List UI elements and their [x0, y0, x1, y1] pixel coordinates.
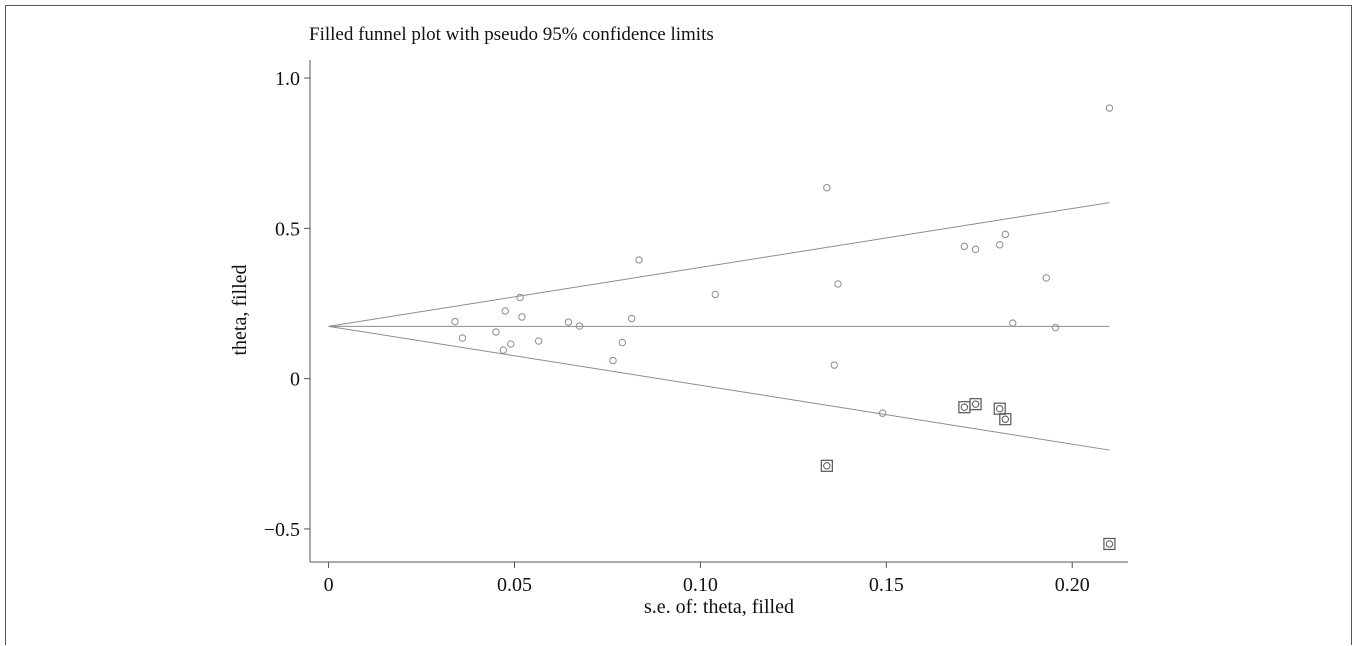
- study-point: [492, 328, 500, 336]
- y-tick-label: 0: [290, 369, 300, 391]
- study-point: [507, 340, 515, 348]
- chart-title: Filled funnel plot with pseudo 95% confi…: [309, 24, 714, 45]
- filled-study-point: [969, 398, 982, 411]
- study-point: [518, 313, 526, 321]
- y-axis-label: theta, filled: [229, 264, 251, 355]
- y-tick-label: −0.5: [264, 519, 300, 541]
- study-point: [1105, 104, 1114, 112]
- study-point: [627, 314, 636, 323]
- study-point: [830, 361, 838, 369]
- x-tick-label: 0.10: [683, 574, 718, 596]
- filled-study-box: [1103, 537, 1116, 551]
- x-axis-label: s.e. of: theta, filled: [644, 596, 794, 618]
- study-point: [575, 322, 584, 330]
- study-point: [711, 290, 719, 299]
- study-point: [1001, 230, 1009, 239]
- filled-study-box: [993, 402, 1006, 415]
- y-tick-label: 1.0: [275, 68, 300, 90]
- filled-study-box: [969, 398, 982, 411]
- filled-study-circle: [971, 400, 980, 408]
- filled-study-circle: [996, 404, 1004, 413]
- y-tick-label: 0.5: [275, 218, 300, 240]
- filled-study-circle: [1001, 415, 1009, 423]
- lower-confidence-limit: [328, 325, 1110, 451]
- study-point: [564, 318, 573, 326]
- filled-study-point: [1103, 537, 1116, 551]
- study-point: [534, 337, 543, 345]
- filled-study-circle: [823, 462, 831, 470]
- funnel-lines: [328, 202, 1110, 451]
- upper-confidence-limit: [328, 202, 1110, 327]
- study-point: [516, 293, 524, 302]
- filled-study-box: [958, 401, 971, 414]
- study-point: [1042, 274, 1050, 282]
- x-tick-label: 0: [324, 574, 334, 596]
- data-points: [451, 104, 1116, 551]
- study-point: [878, 409, 887, 417]
- filled-study-box: [820, 459, 833, 472]
- study-point: [451, 317, 459, 326]
- study-point: [834, 280, 842, 288]
- chart-frame: [5, 5, 1352, 645]
- study-point: [996, 241, 1004, 249]
- study-point: [823, 184, 831, 192]
- filled-study-box: [999, 413, 1012, 426]
- study-point: [499, 346, 508, 354]
- x-tick-label: 0.20: [1055, 574, 1090, 596]
- filled-study-circle: [1105, 540, 1114, 548]
- filled-study-point: [820, 459, 833, 472]
- study-point: [971, 245, 980, 254]
- filled-study-point: [993, 402, 1006, 415]
- x-tick-label: 0.15: [869, 574, 904, 596]
- study-point: [1009, 319, 1017, 327]
- x-tick-label: 0.05: [497, 574, 532, 596]
- study-point: [1051, 323, 1060, 332]
- study-point: [458, 334, 467, 342]
- filled-study-point: [958, 401, 971, 414]
- study-point: [609, 356, 617, 365]
- study-point: [501, 307, 509, 315]
- study-point: [960, 242, 969, 251]
- study-point: [618, 338, 627, 347]
- filled-study-circle: [960, 403, 969, 411]
- filled-study-point: [999, 413, 1012, 426]
- axes: 1.0 0.5 0 −0.5 0 0.05 0.10 0.15 0.20: [264, 60, 1128, 596]
- study-point: [635, 256, 643, 264]
